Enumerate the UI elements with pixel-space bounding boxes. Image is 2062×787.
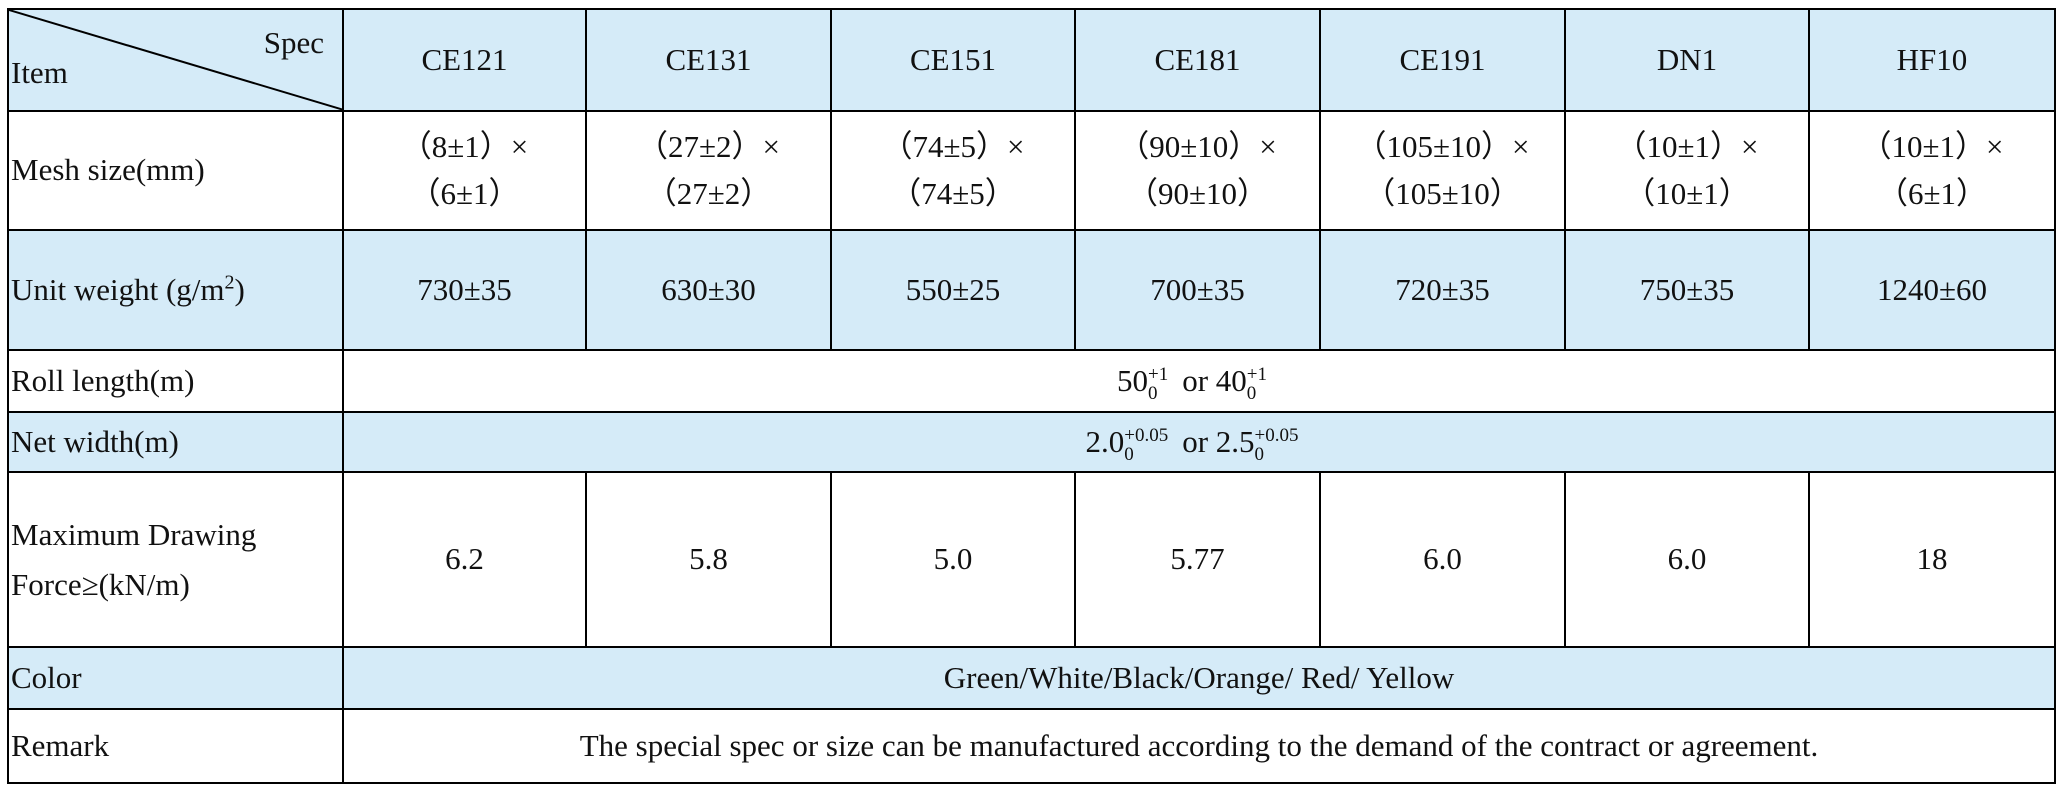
column-header: CE191	[1319, 8, 1566, 112]
merged-cell: 50 +1 0 or 40 +1 0	[342, 349, 2056, 413]
row-label: Maximum Drawing Force≥(kN/m)	[7, 471, 344, 648]
weight-cell: 730±35	[342, 229, 587, 351]
mesh-line: （74±5）×	[881, 129, 1025, 164]
tolerance: +1 0	[1148, 365, 1168, 403]
mesh-line: （6±1）	[409, 175, 520, 211]
mesh-cell: （8±1）× （6±1）	[342, 110, 587, 231]
force-cell: 18	[1808, 471, 2056, 648]
label-text: Unit weight (g/m	[11, 271, 225, 307]
row-label: Color	[7, 646, 344, 710]
table-row: Roll length(m) 50 +1 0 or 40 +1 0	[7, 349, 2056, 413]
force-cell: 6.0	[1319, 471, 1566, 648]
spec-label: Spec	[263, 25, 324, 60]
row-label: Mesh size(mm)	[7, 110, 344, 231]
mesh-line: （8±1）×	[400, 129, 529, 164]
column-header: CE131	[585, 8, 832, 112]
table-body: Item Spec CE121 CE131 CE151 CE181 CE191 DN1 HF10…	[7, 8, 2056, 784]
upper: +1	[1246, 363, 1267, 385]
lower: 0	[1246, 382, 1257, 404]
mesh-line: （105±10）×	[1355, 129, 1530, 164]
column-header: CE151	[830, 8, 1076, 112]
mesh-line: （105±10）	[1364, 175, 1521, 211]
column-header: HF10	[1808, 8, 2056, 112]
table-row: Color Green/White/Black/Orange/ Red/ Yell…	[7, 646, 2056, 710]
table-row: Maximum Drawing Force≥(kN/m) 6.2 5.8 5.0 5.7…	[7, 471, 2056, 648]
column-header: CE121	[342, 8, 587, 112]
weight-cell: 550±25	[830, 229, 1076, 351]
mesh-line: （74±5）	[890, 175, 1016, 211]
base: 2.5	[1215, 423, 1255, 459]
table-row: Mesh size(mm) （8±1）× （6±1） （27±2）× （27±2） （74…	[7, 110, 2056, 231]
tolerance: +0.05 0	[1124, 426, 1168, 464]
mesh-line: （27±2）×	[637, 129, 780, 164]
table-row: Net width(m) 2.0 +0.05 0 or 2.5 +0.05 0	[7, 411, 2056, 473]
spec-table: Item Spec CE121 CE131 CE151 CE181 CE191 DN1 HF10…	[7, 8, 2056, 784]
lower: 0	[1124, 443, 1134, 465]
base: 2.0	[1085, 423, 1125, 459]
tolerance: +0.05 0	[1255, 426, 1299, 464]
row-label: Remark	[7, 708, 344, 784]
item-label: Item	[11, 54, 68, 90]
upper: +0.05	[1124, 424, 1169, 446]
weight-cell: 720±35	[1319, 229, 1566, 351]
diagonal	[9, 10, 344, 110]
weight-cell: 1240±60	[1808, 229, 2056, 351]
merged-cell: Green/White/Black/Orange/ Red/ Yellow	[342, 646, 2056, 710]
force-cell: 5.8	[585, 471, 832, 648]
column-header: CE181	[1074, 8, 1321, 112]
table-row: Unit weight (g/m2) 730±35 630±30 550±25 700±…	[7, 229, 2056, 351]
mesh-line: （90±10）×	[1118, 129, 1277, 164]
lower: 0	[1147, 382, 1158, 404]
force-cell: 6.0	[1564, 471, 1810, 648]
weight-cell: 700±35	[1074, 229, 1321, 351]
row-label: Roll length(m)	[7, 349, 344, 413]
header-corner: Item Spec	[7, 8, 344, 112]
force-cell: 5.77	[1074, 471, 1321, 648]
mesh-line: （27±2）	[645, 175, 772, 211]
row-label: Unit weight (g/m2)	[7, 229, 344, 351]
lower: 0	[1254, 443, 1265, 465]
label-text: )	[234, 271, 245, 307]
table-row: Remark The special spec or size can be ma…	[7, 708, 2056, 784]
base: 40	[1215, 362, 1247, 398]
column-header: DN1	[1564, 8, 1810, 112]
mesh-line: （10±1）×	[1615, 129, 1759, 164]
merged-cell: The special spec or size can be manufact…	[342, 708, 2056, 784]
mesh-line: （10±1）	[1624, 175, 1750, 211]
row-label: Net width(m)	[7, 411, 344, 473]
mesh-line: （6±1）	[1876, 175, 1987, 211]
force-cell: 5.0	[830, 471, 1076, 648]
joiner: or	[1182, 423, 1209, 459]
base: 50	[1116, 362, 1148, 398]
merged-cell: 2.0 +0.05 0 or 2.5 +0.05 0	[342, 411, 2056, 473]
mesh-cell: （10±1）× （6±1）	[1808, 110, 2056, 231]
tolerance: +1 0	[1247, 365, 1267, 403]
mesh-cell: （105±10）× （105±10）	[1319, 110, 1566, 231]
mesh-cell: （10±1）× （10±1）	[1564, 110, 1810, 231]
mesh-line: （10±1）×	[1860, 129, 2004, 164]
upper: +1	[1147, 363, 1169, 385]
upper: +0.05	[1254, 424, 1299, 446]
force-cell: 6.2	[342, 471, 587, 648]
mesh-line: （90±10）	[1126, 175, 1268, 211]
table-row: Item Spec CE121 CE131 CE151 CE181 CE191 DN1 HF10	[7, 8, 2056, 112]
weight-cell: 750±35	[1564, 229, 1810, 351]
label-sup: 2	[224, 271, 235, 294]
weight-cell: 630±30	[585, 229, 832, 351]
joiner: or	[1182, 362, 1209, 398]
mesh-cell: （90±10）× （90±10）	[1074, 110, 1321, 231]
mesh-cell: （74±5）× （74±5）	[830, 110, 1076, 231]
mesh-cell: （27±2）× （27±2）	[585, 110, 832, 231]
